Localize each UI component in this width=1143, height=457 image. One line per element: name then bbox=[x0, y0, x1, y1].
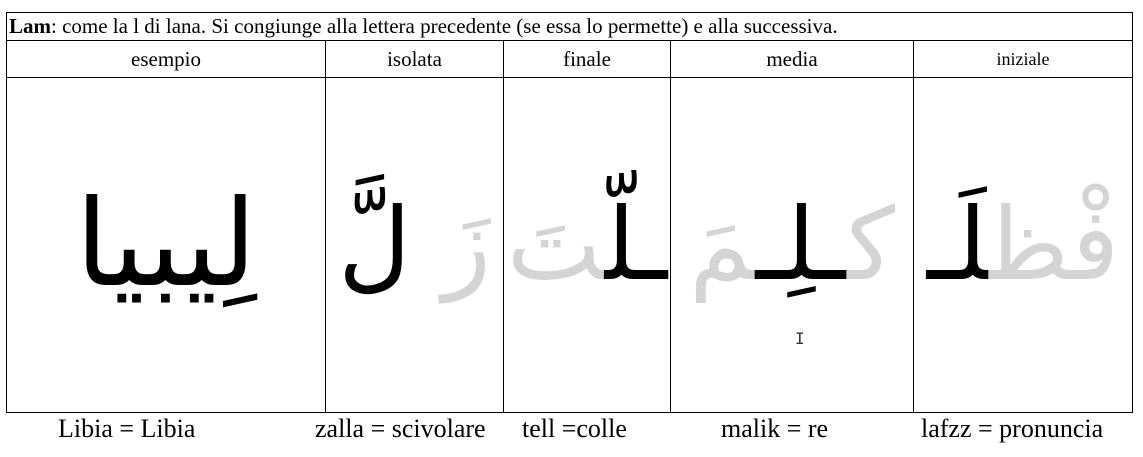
letter-description: : come la l di lana. Si congiunge alla l… bbox=[51, 14, 838, 38]
grey-letter-kaf: ك bbox=[847, 186, 895, 303]
caption-esempio: Libia = Libia bbox=[58, 414, 196, 443]
table-title: Lam: come la l di lana. Si congiunge all… bbox=[5, 12, 1134, 41]
lam-isolated: لَّ bbox=[338, 186, 411, 303]
grey-letter-mim: مَ bbox=[689, 186, 756, 303]
lam-final: ـلّ bbox=[604, 186, 668, 303]
cell-finale: ـلّتَ bbox=[503, 77, 671, 413]
cell-iniziale: فْظلَـ bbox=[912, 77, 1134, 413]
grey-letters-fa-za: فْظ bbox=[989, 186, 1120, 303]
cell-isolata: لَّ زَ bbox=[325, 77, 504, 413]
cell-media: كـلِـمَ bbox=[670, 77, 914, 413]
caption-isolata: zalla = scivolare bbox=[315, 414, 486, 443]
letter-table: Lam: come la l di lana. Si congiunge all… bbox=[5, 12, 1134, 413]
header-esempio: esempio bbox=[6, 40, 326, 78]
caption-media: malik = re bbox=[721, 414, 829, 443]
arabic-word-libia: لِيبيا bbox=[75, 175, 257, 314]
letter-name: Lam bbox=[9, 14, 51, 38]
header-media: media bbox=[670, 40, 914, 78]
header-iniziale: iniziale bbox=[912, 40, 1134, 78]
caption-iniziale: lafzz = pronuncia bbox=[921, 414, 1104, 443]
lam-initial: لَـ bbox=[926, 186, 990, 303]
text-cursor-icon: I bbox=[795, 329, 805, 348]
cell-esempio: لِيبيا bbox=[6, 77, 326, 413]
grey-letter-ta: تَ bbox=[506, 186, 605, 303]
header-isolata: isolata bbox=[325, 40, 504, 78]
lam-medial: ـلِـ bbox=[755, 186, 848, 303]
grey-letter-zay: زَ bbox=[442, 186, 491, 303]
caption-finale: tell =colle bbox=[522, 414, 627, 443]
header-finale: finale bbox=[503, 40, 671, 78]
